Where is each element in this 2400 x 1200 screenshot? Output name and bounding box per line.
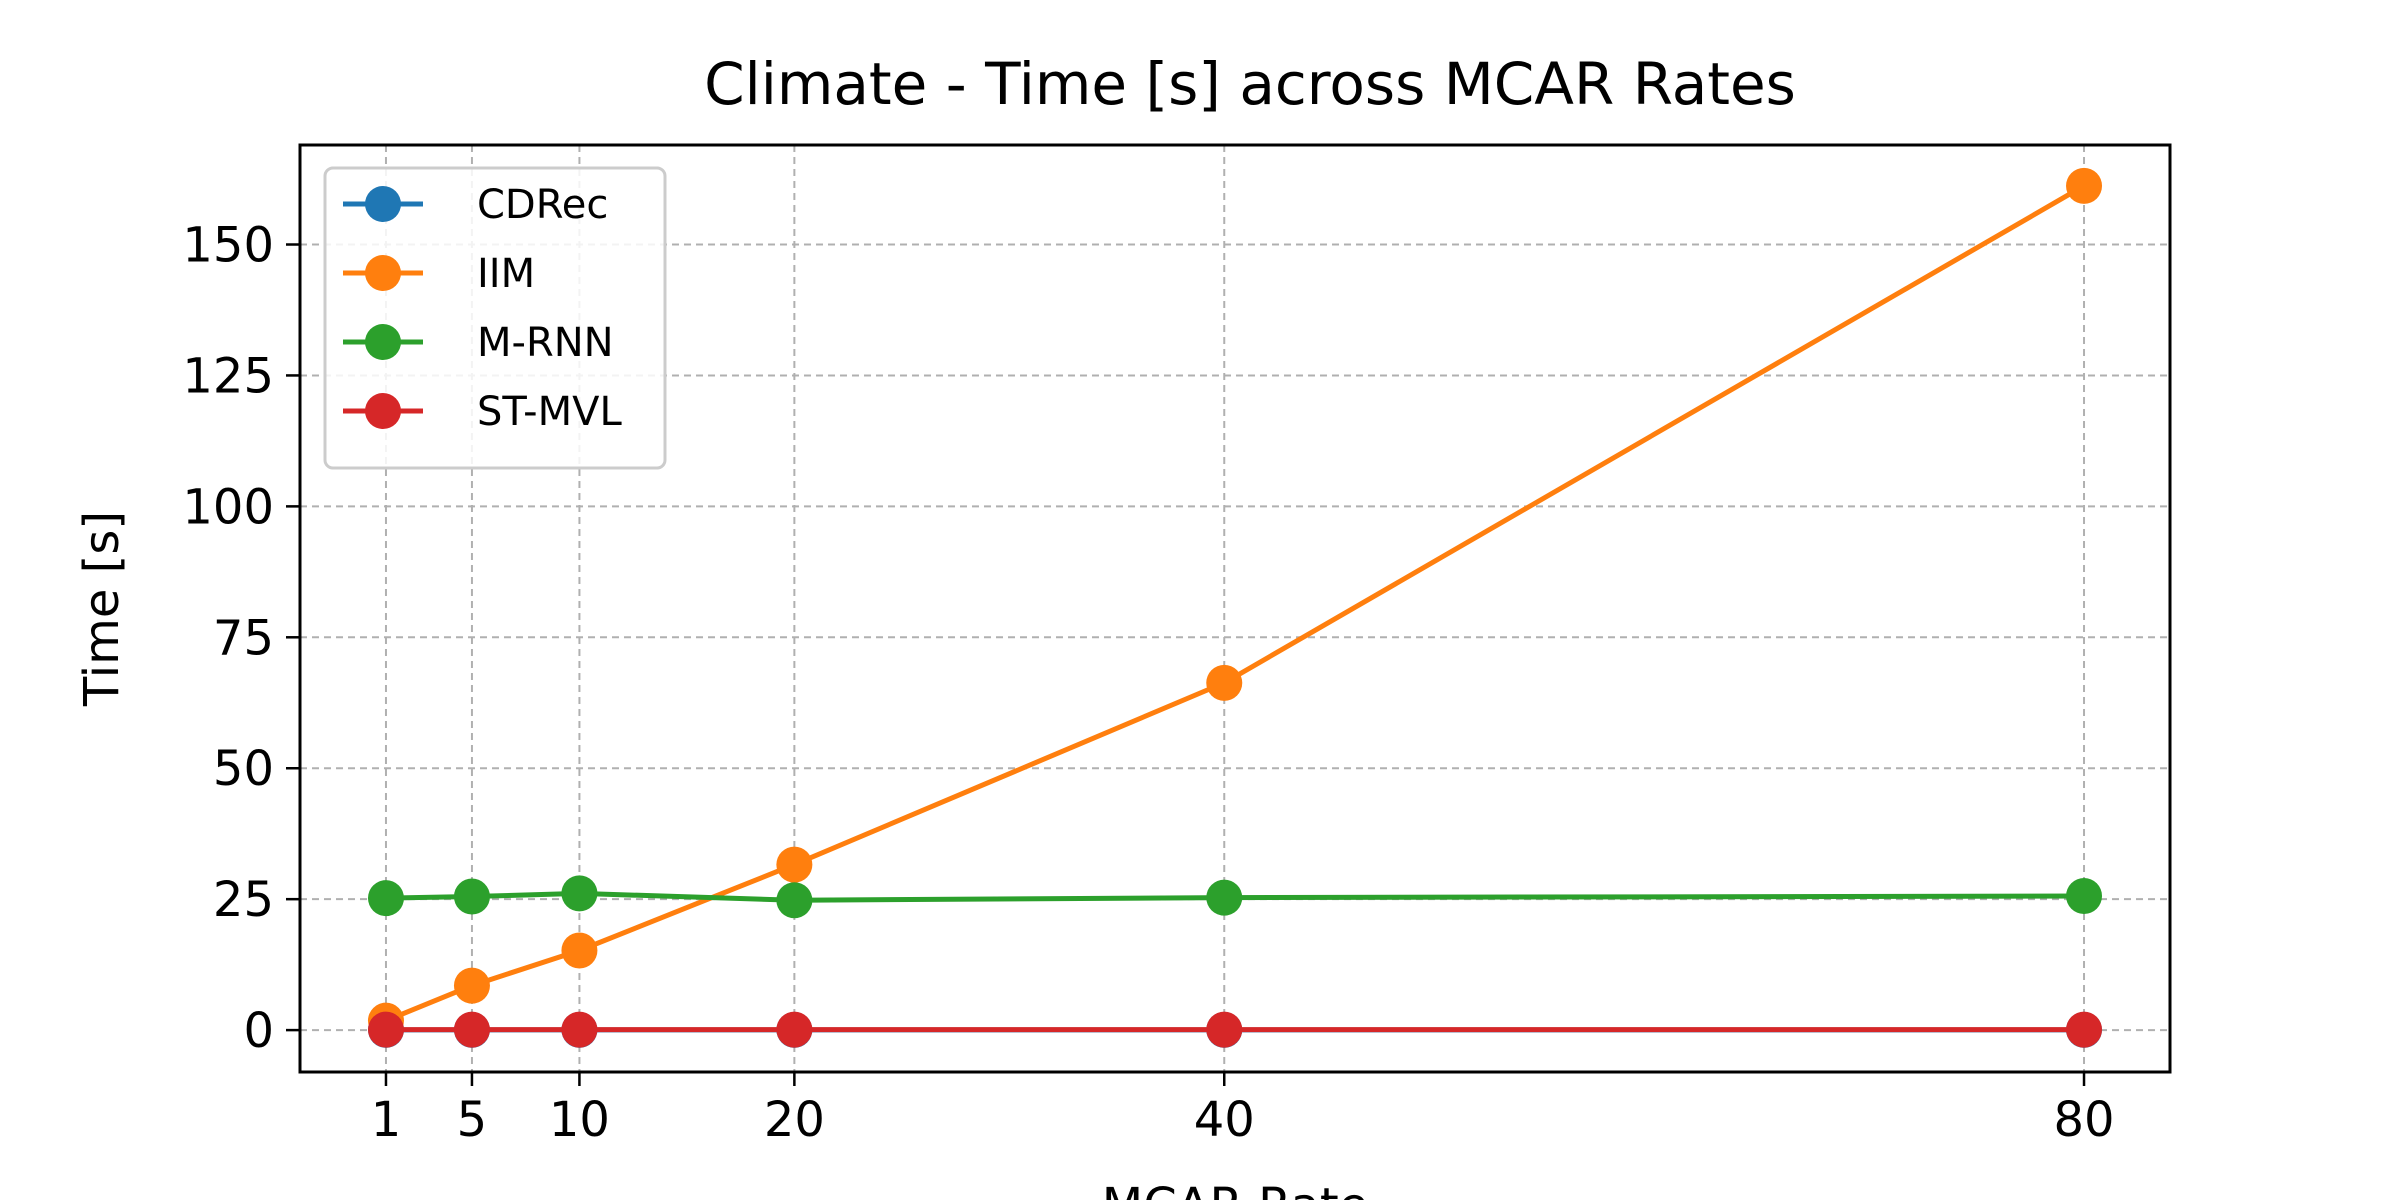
x-tick-label: 10 (549, 1092, 610, 1148)
y-tick-label: 150 (182, 218, 274, 274)
axis-ticks: 1 5 10 20 40 80 0 25 50 75 100 125 150 (182, 218, 2114, 1148)
legend-label-iim: IIM (477, 251, 535, 297)
legend: CDRec IIM M-RNN ST-MVL (323, 166, 667, 470)
y-tick-label: 100 (182, 479, 274, 535)
legend-item-m-rnn: M-RNN (343, 320, 614, 366)
data-point-m-rnn (367, 880, 404, 917)
series-m-rnn (367, 875, 2103, 919)
x-tick-label: 20 (764, 1092, 825, 1148)
data-point-iim (776, 846, 813, 883)
data-point-st-mvl (2066, 1011, 2103, 1048)
data-point-m-rnn (561, 875, 598, 912)
data-point-st-mvl (367, 1011, 404, 1048)
x-axis-label: MCAR Rate (1102, 1178, 1368, 1200)
data-point-iim (1206, 664, 1243, 701)
data-point-iim (2066, 167, 2103, 204)
data-point-st-mvl (561, 1011, 598, 1048)
legend-label-m-rnn: M-RNN (477, 320, 614, 366)
x-tick-label: 1 (371, 1092, 402, 1148)
legend-marker-cdrec (365, 186, 401, 222)
y-tick-label: 75 (213, 610, 274, 666)
series-st-mvl (367, 1011, 2103, 1048)
legend-item-iim: IIM (343, 251, 535, 297)
legend-label-st-mvl: ST-MVL (477, 389, 622, 435)
legend-label-cdrec: CDRec (477, 182, 608, 228)
legend-marker-m-rnn (365, 324, 401, 360)
data-point-st-mvl (453, 1011, 490, 1048)
data-point-iim (561, 932, 598, 969)
data-point-m-rnn (2066, 878, 2103, 915)
data-point-m-rnn (776, 882, 813, 919)
legend-item-cdrec: CDRec (343, 182, 608, 228)
legend-box (323, 166, 667, 470)
x-tick-label: 40 (1194, 1092, 1255, 1148)
legend-marker-iim (365, 255, 401, 291)
y-tick-label: 0 (243, 1003, 274, 1059)
x-tick-label: 5 (457, 1092, 488, 1148)
legend-marker-st-mvl (365, 393, 401, 429)
plot-area-frame (298, 143, 2172, 1074)
y-tick-label: 25 (213, 872, 274, 928)
data-point-st-mvl (776, 1011, 813, 1048)
data-point-m-rnn (453, 878, 490, 915)
y-tick-label: 50 (213, 741, 274, 797)
plot-series (367, 167, 2103, 1048)
data-point-iim (453, 967, 490, 1004)
y-axis-label: Time [s] (74, 511, 130, 707)
y-tick-label: 125 (182, 348, 274, 404)
chart-title: Climate - Time [s] across MCAR Rates (704, 50, 1796, 118)
data-point-st-mvl (1206, 1011, 1243, 1048)
x-tick-label: 80 (2053, 1092, 2114, 1148)
legend-item-st-mvl: ST-MVL (343, 389, 622, 435)
data-point-m-rnn (1206, 879, 1243, 916)
